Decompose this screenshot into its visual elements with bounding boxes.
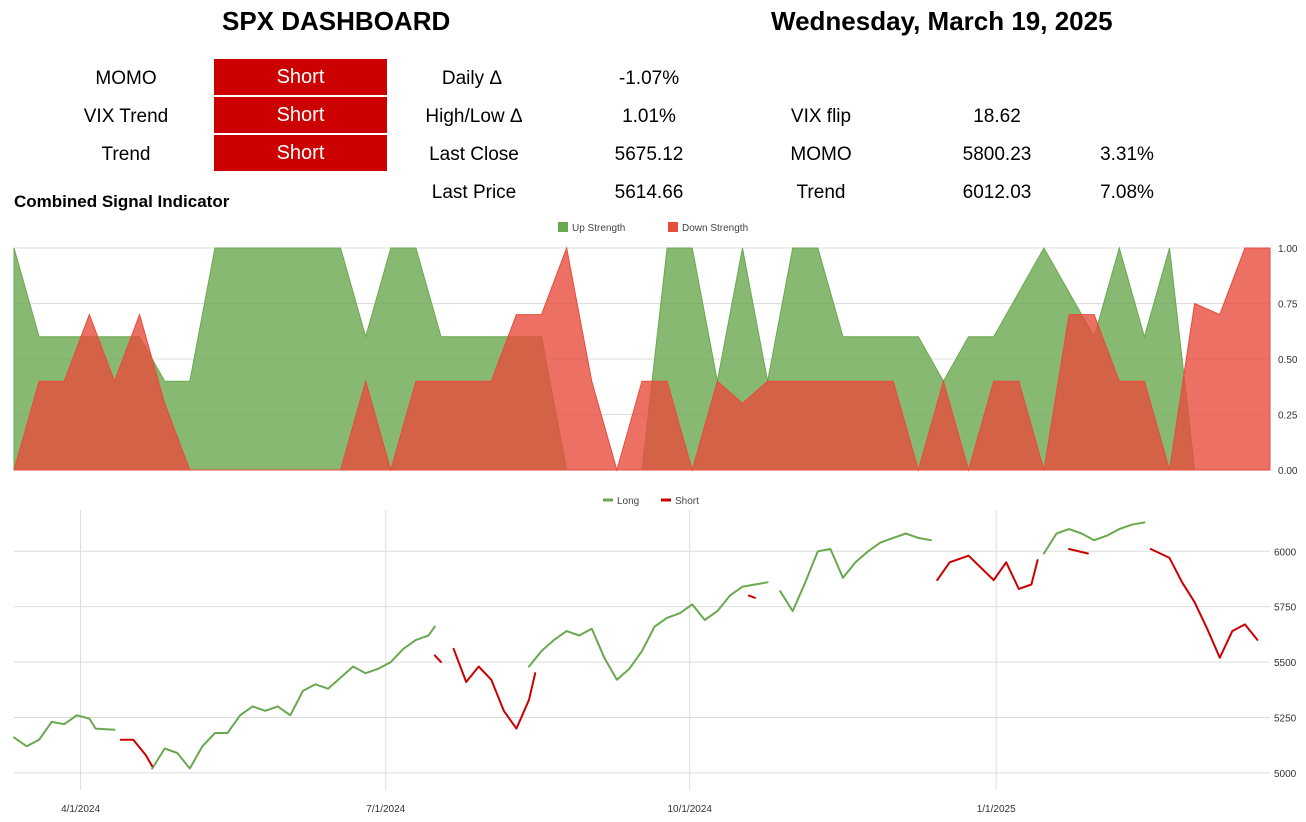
x-tick-label: 1/1/2025 xyxy=(977,804,1016,815)
legend-label: Long xyxy=(617,496,639,507)
long-series-segment xyxy=(13,714,116,748)
short-series-segment xyxy=(1068,548,1089,555)
vix-trend-signal-badge: Short xyxy=(214,97,387,133)
vix-trend-label: VIX Trend xyxy=(83,106,169,127)
y-tick-label: 5000 xyxy=(1274,769,1297,780)
last-close-label: Last Close xyxy=(429,144,519,165)
last-price-value: 5614.66 xyxy=(614,182,684,203)
legend-label: Down Strength xyxy=(682,223,748,234)
momo-level-value: 5800.23 xyxy=(962,144,1032,165)
short-series-segment xyxy=(452,647,537,730)
trend-label: Trend xyxy=(101,144,151,165)
x-tick-label: 7/1/2024 xyxy=(366,804,405,815)
long-series-segment xyxy=(528,581,769,681)
y-tick-label: 5250 xyxy=(1274,714,1297,725)
dashboard-title: SPX DASHBOARD xyxy=(222,6,451,36)
momo-level-label: MOMO xyxy=(790,144,852,165)
vix-flip-label: VIX flip xyxy=(790,106,852,127)
long-series-segment xyxy=(1042,521,1146,555)
trend-level-label: Trend xyxy=(796,182,846,203)
legend-swatch xyxy=(558,222,568,232)
spx-price-chart: Long Short 5000 5250 5500 5750 6000 4/1/2024 7/1… xyxy=(13,496,1297,815)
legend-swatch xyxy=(668,222,678,232)
daily-delta-value: -1.07% xyxy=(618,68,680,89)
last-close-value: 5675.12 xyxy=(614,144,684,165)
legend-label: Up Strength xyxy=(572,223,625,234)
short-series-segment xyxy=(433,654,442,664)
y-tick-label: 0.50 xyxy=(1278,355,1298,366)
y-tick-label: 5750 xyxy=(1274,603,1297,614)
down-strength-area xyxy=(13,246,1271,472)
short-series-segment xyxy=(119,738,154,768)
high-low-delta-value: 1.01% xyxy=(622,106,676,127)
x-tick-label: 10/1/2024 xyxy=(667,804,712,815)
short-series-segment xyxy=(747,594,756,599)
combined-signal-chart: Up Strength Down Strength 0.00 0.25 0.50 0.75… xyxy=(13,222,1298,477)
short-series-segment xyxy=(936,554,1039,590)
trend-level-value: 6012.03 xyxy=(962,182,1032,203)
y-tick-label: 0.00 xyxy=(1278,466,1298,477)
vix-flip-value: 18.62 xyxy=(973,106,1021,127)
daily-delta-label: Daily Δ xyxy=(441,68,503,89)
momo-label: MOMO xyxy=(95,68,157,89)
y-tick-label: 0.75 xyxy=(1278,300,1298,311)
combined-signal-title: Combined Signal Indicator xyxy=(14,192,230,211)
dashboard-date: Wednesday, March 19, 2025 xyxy=(771,6,1113,36)
momo-signal-badge: Short xyxy=(214,59,387,95)
trend-signal-badge: Short xyxy=(214,135,387,171)
long-series-segment xyxy=(151,625,436,770)
momo-level-pct: 3.31% xyxy=(1100,144,1154,165)
short-series-segment xyxy=(1149,548,1259,659)
long-series-segment xyxy=(779,532,932,613)
high-low-delta-label: High/Low Δ xyxy=(425,106,523,127)
y-tick-label: 1.00 xyxy=(1278,244,1298,255)
last-price-label: Last Price xyxy=(431,182,517,203)
x-tick-label: 4/1/2024 xyxy=(61,804,100,815)
trend-level-pct: 7.08% xyxy=(1100,182,1154,203)
y-tick-label: 5500 xyxy=(1274,658,1297,669)
y-tick-label: 6000 xyxy=(1274,547,1297,558)
legend-label: Short xyxy=(675,496,699,507)
y-tick-label: 0.25 xyxy=(1278,411,1298,422)
